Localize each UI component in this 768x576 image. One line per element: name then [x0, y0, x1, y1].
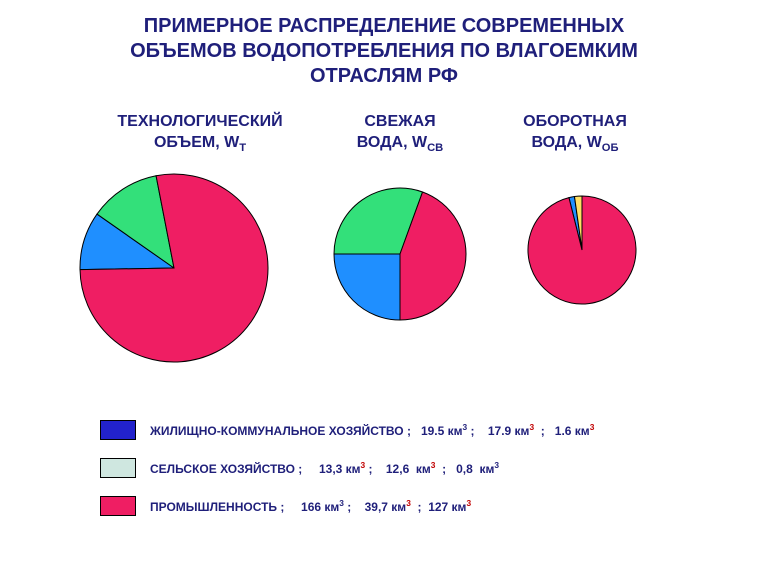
legend-swatch-1	[100, 458, 136, 478]
legend-row-2: ПРОМЫШЛЕННОСТЬ ; 166 км3 ; 39,7 км3 ; 12…	[100, 496, 700, 516]
pie-row	[0, 168, 768, 398]
page: { "background": "#ffffff", "title": { "t…	[0, 0, 768, 576]
pie-1-slice-0	[334, 254, 400, 320]
pies-svg	[0, 168, 768, 398]
legend-text-2: ПРОМЫШЛЕННОСТЬ ; 166 км3 ; 39,7 км3 ; 12…	[150, 498, 471, 514]
pie-2-slice-2	[528, 196, 636, 304]
legend-swatch-2	[100, 496, 136, 516]
legend-row-1: СЕЛЬСКОЕ ХОЗЯЙСТВО ; 13,3 км3 ; 12,6 км3…	[100, 458, 700, 478]
column-heading-1: СВЕЖАЯВОДА, WСВ	[315, 112, 485, 156]
column-heading-0: ТЕХНОЛОГИЧЕСКИЙОБЪЕМ, WТ	[85, 112, 315, 156]
page-title: ПРИМЕРНОЕ РАСПРЕДЕЛЕНИЕ СОВРЕМЕННЫХ ОБЪЕ…	[0, 14, 768, 89]
legend: ЖИЛИЩНО-КОММУНАЛЬНОЕ ХОЗЯЙСТВО ; 19.5 км…	[100, 420, 700, 534]
legend-swatch-0	[100, 420, 136, 440]
legend-text-1: СЕЛЬСКОЕ ХОЗЯЙСТВО ; 13,3 км3 ; 12,6 км3…	[150, 460, 499, 476]
legend-text-0: ЖИЛИЩНО-КОММУНАЛЬНОЕ ХОЗЯЙСТВО ; 19.5 км…	[150, 422, 594, 438]
column-heading-2: ОБОРОТНАЯВОДА, WОБ	[490, 112, 660, 156]
legend-row-0: ЖИЛИЩНО-КОММУНАЛЬНОЕ ХОЗЯЙСТВО ; 19.5 км…	[100, 420, 700, 440]
